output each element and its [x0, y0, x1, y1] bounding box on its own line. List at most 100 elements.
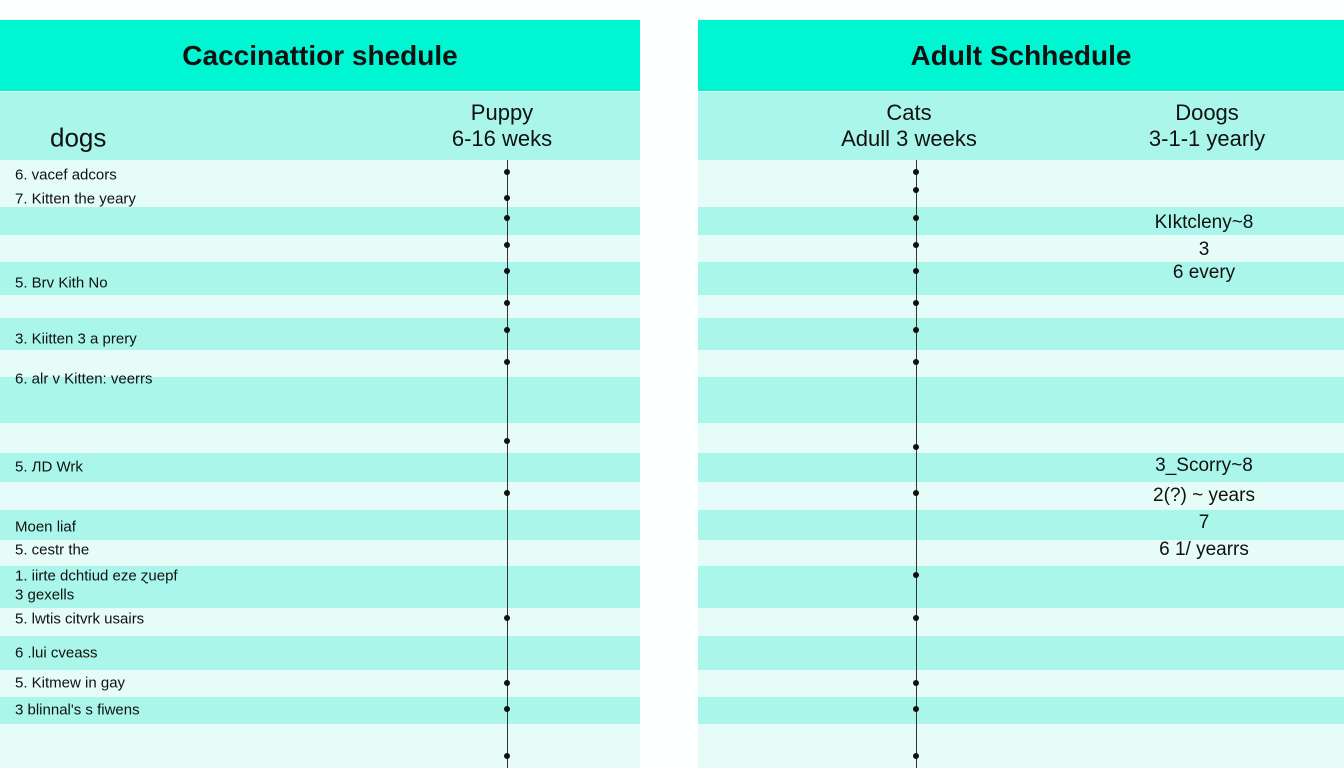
row-band: [0, 318, 640, 350]
schedule-item: 6. alr v Kitten: veerrs: [15, 370, 153, 388]
timeline-dot: [504, 359, 510, 365]
row-band: [0, 510, 640, 540]
row-band: [0, 235, 640, 262]
row-band: [0, 566, 640, 608]
timeline-dot: [913, 268, 919, 274]
row-band: [698, 510, 1344, 540]
timeline-dot: [504, 215, 510, 221]
row-band: [0, 670, 640, 697]
dogs-schedule-entry: 6 1/ yearrs: [1159, 539, 1249, 560]
schedule-item: 6 .lui cveass: [15, 644, 98, 662]
dogs-schedule-entry: 2(?) ~ years: [1153, 485, 1255, 506]
timeline-dot: [504, 753, 510, 759]
row-band: [0, 697, 640, 724]
row-band: [0, 423, 640, 453]
timeline-dot: [504, 327, 510, 333]
dogs-schedule-entry: 7: [1198, 512, 1210, 533]
row-band: [698, 235, 1344, 262]
row-band: [0, 295, 640, 318]
timeline-dot: [913, 359, 919, 365]
row-band: [698, 160, 1344, 185]
row-band: [0, 540, 640, 566]
row-band: [698, 636, 1344, 670]
row-band: [0, 262, 640, 295]
dogs-schedule-entry: 6 every: [1172, 262, 1236, 283]
row-band: [0, 350, 640, 377]
schedule-item: 1. iirte dchtiud eze ɀuepf: [15, 567, 178, 585]
left-subheader: [0, 92, 640, 160]
timeline-dot: [913, 300, 919, 306]
schedule-item: 3. Kiitten 3 a prery: [15, 330, 137, 348]
timeline-dot: [913, 753, 919, 759]
right-schedule-panel: Adult Schhedule Cats Adull 3 weeks Doogs…: [698, 20, 1344, 768]
timeline-dot: [913, 187, 919, 193]
schedule-item: 5. Kitmew in gay: [15, 674, 126, 692]
row-band: [698, 566, 1344, 608]
puppy-header-line2: 6-16 weks: [451, 126, 553, 151]
row-band: [0, 724, 640, 768]
timeline-dot: [913, 444, 919, 450]
row-band: [698, 724, 1344, 768]
row-band: [698, 453, 1344, 482]
row-band: [0, 185, 640, 207]
dogs-label: dogs: [50, 122, 107, 153]
timeline-dot: [913, 169, 919, 175]
timeline-dot: [913, 490, 919, 496]
timeline-dot: [504, 195, 510, 201]
row-band: [0, 160, 640, 185]
dogs-schedule-entry: KIktcleny~8: [1154, 212, 1254, 233]
timeline-dot: [504, 680, 510, 686]
row-band: [698, 350, 1344, 377]
schedule-item: 3 blinnal's s fiwens: [15, 701, 140, 719]
row-band: [698, 185, 1344, 207]
timeline-dot: [504, 438, 510, 444]
timeline-dot: [913, 242, 919, 248]
schedule-item: 5. ЛD Wrk: [15, 458, 83, 476]
row-band: [698, 540, 1344, 566]
row-band: [698, 608, 1344, 636]
row-band: [0, 377, 640, 423]
timeline-dot: [913, 327, 919, 333]
timeline-dot: [504, 268, 510, 274]
schedule-item: 7. Kitten the yeary: [15, 190, 136, 208]
row-band: [0, 636, 640, 670]
puppy-timeline: [507, 160, 508, 768]
timeline-dot: [913, 680, 919, 686]
row-band: [0, 453, 640, 482]
timeline-dot: [913, 615, 919, 621]
timeline-dot: [913, 215, 919, 221]
dogs-header-line1: Doogs: [1175, 100, 1239, 125]
dogs-schedule-entry: 3_Scorry~8: [1155, 455, 1253, 476]
timeline-dot: [913, 706, 919, 712]
row-band: [698, 423, 1344, 453]
dogs-column-header: Doogs 3-1-1 yearly: [1149, 100, 1265, 152]
right-subheader: [698, 92, 1344, 160]
schedule-item: 5. lwtis citvrk usairs: [15, 610, 145, 628]
timeline-dot: [504, 169, 510, 175]
left-schedule-panel: Caccinattior shedule dogs Puppy 6-16 wek…: [0, 20, 640, 768]
cats-timeline: [916, 160, 917, 768]
timeline-dot: [504, 242, 510, 248]
dogs-schedule-entry: 3: [1198, 239, 1210, 260]
row-band: [698, 697, 1344, 724]
row-band: [698, 482, 1344, 510]
schedule-item: Moen liaf: [15, 518, 76, 536]
row-band: [698, 207, 1344, 235]
puppy-column-header: Puppy 6-16 weks: [452, 100, 552, 152]
dogs-header-line2: 3-1-1 yearly: [1148, 126, 1266, 151]
timeline-dot: [504, 300, 510, 306]
row-band: [0, 608, 640, 636]
timeline-dot: [504, 615, 510, 621]
cats-column-header: Cats Adull 3 weeks: [841, 100, 977, 152]
left-panel-title: Caccinattior shedule: [0, 20, 640, 91]
schedule-item: 3 gexells: [15, 586, 75, 604]
timeline-dot: [504, 490, 510, 496]
timeline-dot: [913, 572, 919, 578]
schedule-item: 6. vacef adcors: [15, 166, 117, 184]
row-band: [0, 207, 640, 235]
row-band: [698, 377, 1344, 423]
timeline-dot: [504, 706, 510, 712]
row-band: [698, 262, 1344, 295]
row-band: [698, 670, 1344, 697]
cats-header-line2: Adull 3 weeks: [841, 126, 977, 151]
